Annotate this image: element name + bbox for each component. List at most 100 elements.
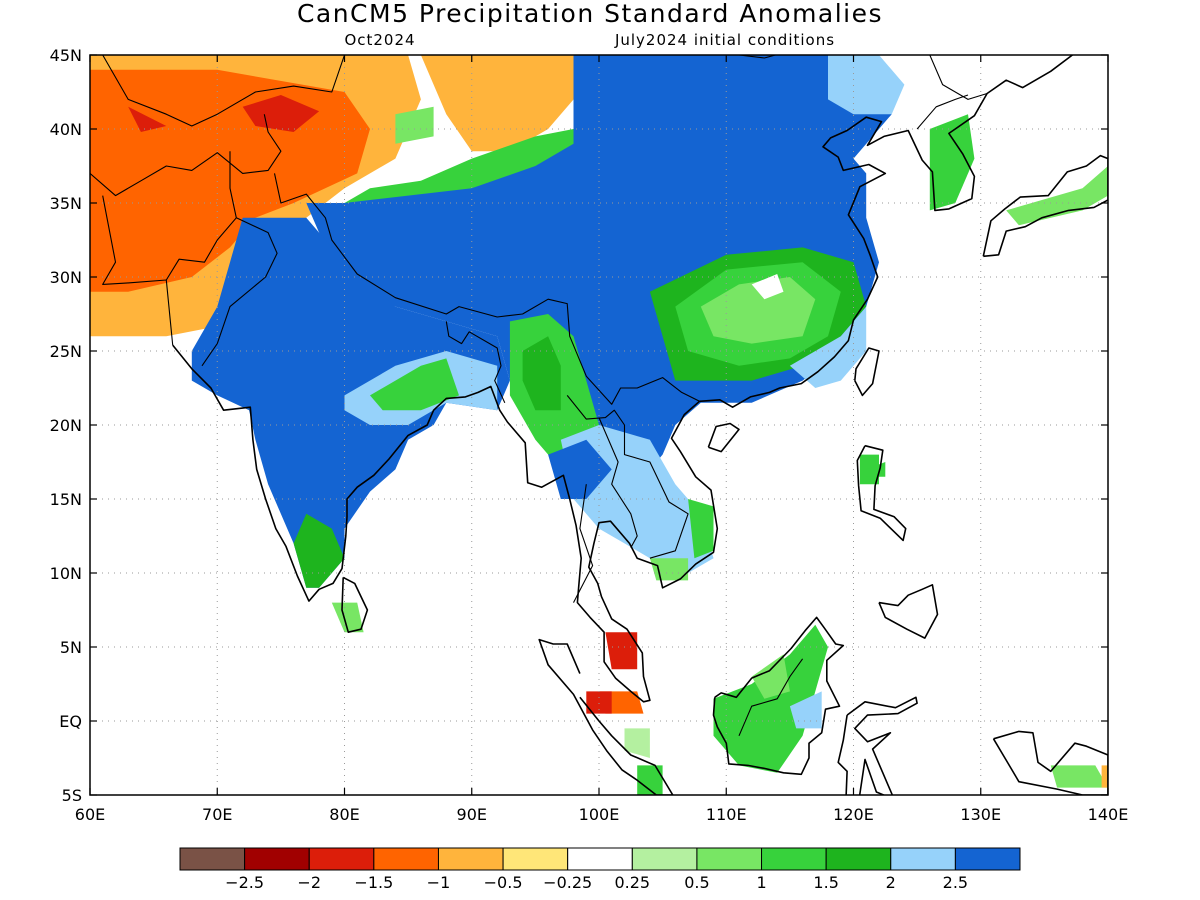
anomaly-region-indochina-blue <box>548 439 612 499</box>
border-13 <box>738 658 804 737</box>
colorbar-label: 0.5 <box>684 873 709 892</box>
y-tick-label: 45N <box>50 46 82 65</box>
map-subtitle-period: Oct2024 <box>344 31 415 49</box>
anomaly-region-indochina-green2 <box>522 336 561 411</box>
colorbar-swatch <box>890 847 956 871</box>
border-4 <box>273 173 700 405</box>
y-tick-label: 20N <box>50 416 82 435</box>
border-0 <box>102 55 346 127</box>
anomaly-region-borneo-lgreen <box>751 654 790 699</box>
colorbar-label: 0.25 <box>614 873 650 892</box>
coastlines <box>172 55 1108 795</box>
colorbar-swatch <box>761 847 827 871</box>
x-tick-label: 80E <box>329 805 359 824</box>
colorbar-swatch <box>179 847 246 871</box>
border-3 <box>165 151 237 281</box>
anomaly-region-china-blue <box>306 55 892 507</box>
country-borders <box>90 55 988 737</box>
anomaly-region-japan-green <box>1006 166 1108 226</box>
map-title: CanCM5 Precipitation Standard Anomalies <box>297 0 883 28</box>
y-tick-label: EQ <box>59 712 82 731</box>
anomaly-region-korea-green <box>929 114 975 211</box>
coastline-10 <box>341 576 369 634</box>
anomaly-region-borneo-green <box>713 624 828 773</box>
border-11 <box>929 55 988 100</box>
colorbar-label: −1 <box>427 873 451 892</box>
map-subtitle-initial-conditions: July2024 initial conditions <box>614 31 835 49</box>
coastline-1 <box>538 638 674 795</box>
colorbar-swatch <box>696 847 763 871</box>
colorbar-swatch <box>631 847 698 871</box>
anomaly-region-png-green <box>1050 765 1108 788</box>
anomaly-region-c-asia-dry4 <box>242 95 320 132</box>
border-6 <box>445 321 506 404</box>
border-5 <box>201 217 278 367</box>
anomaly-region-e-china-white <box>751 274 784 300</box>
x-tick-label: 130E <box>960 805 1001 824</box>
y-tick-label: 25N <box>50 342 82 361</box>
y-tick-label: 5S <box>62 786 82 805</box>
map-axes: 60E 70E 80E 90E 100E 110E 120E 130E 140E 45N 40N 35… <box>50 46 1129 824</box>
colorbar: −2.5 −2 −1.5 −1 −0.5 −0.25 0.25 0.5 1 1.5 2 2.5 <box>179 847 1021 892</box>
coastline-2 <box>712 616 845 776</box>
coastline-4 <box>878 583 939 639</box>
anomaly-region-ne-asia-lblue <box>828 55 905 115</box>
colorbar-swatch <box>437 847 504 871</box>
colorbar-swatch <box>308 847 375 871</box>
coastline-9 <box>707 422 740 453</box>
colorbar-label: −2 <box>297 873 321 892</box>
y-tick-label: 15N <box>50 490 82 509</box>
anomaly-shading <box>90 55 1108 795</box>
colorbar-label: 1 <box>756 873 766 892</box>
anomaly-region-sumatra-green <box>637 765 663 795</box>
colorbar-label: −2.5 <box>225 873 264 892</box>
map-plot-area <box>90 55 1108 795</box>
coastline-6 <box>992 730 1108 795</box>
colorbar-swatch <box>825 847 892 871</box>
colorbar-label: 1.5 <box>813 873 838 892</box>
anomaly-region-vietnam-green <box>688 499 714 559</box>
border-9 <box>598 417 638 549</box>
colorbar-swatch <box>567 847 633 871</box>
colorbar-swatch <box>373 847 439 871</box>
colorbar-swatch <box>502 847 569 871</box>
border-2 <box>102 195 174 346</box>
colorbar-swatch <box>244 847 310 871</box>
x-tick-label: 120E <box>833 805 874 824</box>
colorbar-label: −0.25 <box>543 873 592 892</box>
anomaly-region-png-orange <box>1101 765 1108 788</box>
colorbar-label: 2.5 <box>943 873 968 892</box>
colorbar-swatch <box>954 847 1021 871</box>
colorbar-label: −1.5 <box>354 873 393 892</box>
border-10 <box>573 484 594 603</box>
coastline-8 <box>854 347 880 397</box>
coastline-5 <box>837 696 918 795</box>
y-tick-label: 5N <box>60 638 82 657</box>
anomaly-region-india-green2 <box>331 602 364 633</box>
x-tick-label: 60E <box>75 805 105 824</box>
x-tick-label: 140E <box>1088 805 1129 824</box>
anomaly-region-mongolia-dry <box>420 55 587 152</box>
x-tick-label: 90E <box>457 805 487 824</box>
colorbar-label: −0.5 <box>484 873 523 892</box>
x-tick-label: 70E <box>202 805 232 824</box>
anomaly-region-c-asia-dry3 <box>128 106 167 132</box>
coastline-0 <box>172 55 1073 703</box>
y-tick-label: 30N <box>50 268 82 287</box>
anomaly-region-sumatra-lgreen <box>624 728 650 758</box>
anomaly-region-india-green3 <box>370 358 459 411</box>
y-tick-label: 40N <box>50 120 82 139</box>
colorbar-label: 2 <box>886 873 896 892</box>
coastline-3 <box>856 444 907 542</box>
coastline-7 <box>982 154 1108 258</box>
border-12 <box>916 94 969 130</box>
border-1 <box>90 114 282 197</box>
x-tick-label: 110E <box>706 805 747 824</box>
anomaly-region-borneo-lblue <box>789 691 822 729</box>
anomaly-region-malaya-red <box>605 632 638 670</box>
anomaly-region-sumatra-red <box>586 691 612 714</box>
anomaly-region-india-green <box>293 513 345 588</box>
anomaly-region-tibet-wet <box>344 129 587 211</box>
anomaly-region-e-china-lgreen <box>700 277 816 344</box>
